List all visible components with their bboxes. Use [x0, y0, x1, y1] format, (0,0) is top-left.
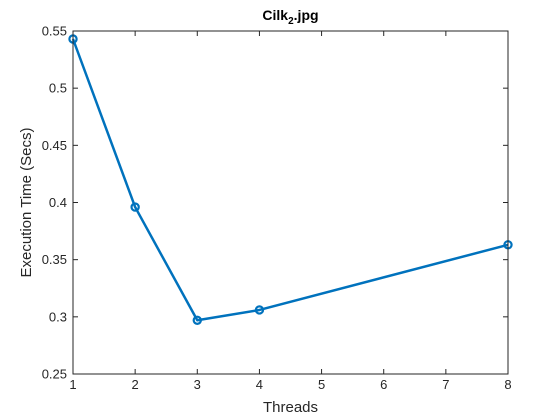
series-line	[71, 38, 509, 322]
x-axis: 1 2 3 4 5 6 7 8	[69, 31, 512, 392]
y-tick-label: 0.4	[49, 195, 67, 210]
x-tick-label: 3	[194, 377, 201, 392]
x-tick-label: 1	[69, 377, 76, 392]
x-tick-label: 8	[504, 377, 511, 392]
y-tick-label: 0.3	[49, 309, 67, 324]
chart-title-subscript: 2	[288, 16, 294, 27]
plot-area	[73, 31, 508, 374]
x-tick-label: 6	[380, 377, 387, 392]
y-axis-label: Execution Time (Secs)	[18, 127, 35, 277]
y-tick-label: 0.35	[42, 252, 67, 267]
x-axis-label: Threads	[263, 399, 318, 416]
chart-title-prefix: Cilk	[262, 7, 288, 23]
chart-title-text: Cilk2.jpg	[262, 7, 318, 27]
y-tick-label: 0.25	[42, 367, 67, 382]
x-tick-label: 4	[256, 377, 263, 392]
data-point	[254, 305, 265, 315]
y-tick-label: 0.55	[42, 24, 67, 39]
data-point	[192, 315, 202, 325]
x-tick-label: 2	[132, 377, 139, 392]
y-tick-label: 0.45	[42, 138, 67, 153]
y-axis: 0.25 0.3 0.35 0.4 0.45 0.5 0.55	[42, 24, 508, 382]
chart-title-suffix: .jpg	[294, 7, 319, 23]
data-point	[130, 202, 140, 212]
x-tick-label: 5	[318, 377, 325, 392]
y-tick-label: 0.5	[49, 81, 67, 96]
chart-title: Cilk2.jpg	[262, 7, 318, 27]
x-tick-label: 7	[442, 377, 449, 392]
